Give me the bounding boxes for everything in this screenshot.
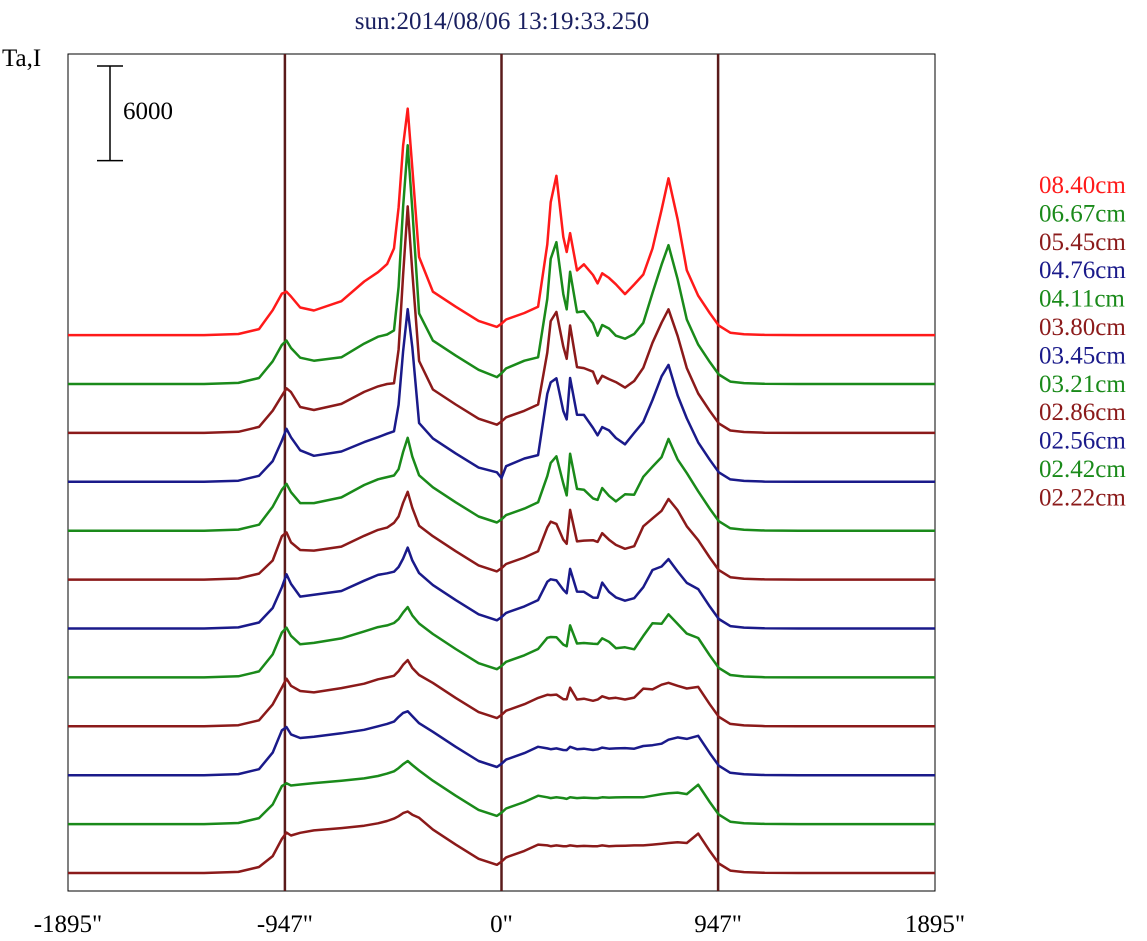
x-tick-label-3: 947" [694,911,742,938]
legend-entry-02.42cm: 02.42cm [1039,456,1126,483]
legend-entry-08.40cm: 08.40cm [1039,172,1126,199]
series-line-05.45cm [68,205,935,435]
chart-title: sun:2014/08/06 13:19:33.250 [355,8,649,35]
legend-entry-03.80cm: 03.80cm [1039,314,1126,341]
legend-entry-02.86cm: 02.86cm [1039,399,1126,426]
legend-entry-02.56cm: 02.56cm [1039,428,1126,455]
y-axis-label: Ta,I [2,45,41,72]
series-line-02.56cm [68,710,935,777]
x-tick-label-0: -1895" [34,911,103,938]
scale-bar: 6000 [97,65,173,162]
legend: 08.40cm06.67cm05.45cm04.76cm04.11cm03.80… [1039,172,1126,511]
series-lines [68,107,935,875]
legend-entry-05.45cm: 05.45cm [1039,229,1126,256]
series-line-06.67cm [68,143,935,386]
x-tick-label-1: -947" [257,911,313,938]
series-line-03.80cm [68,490,935,581]
legend-entry-06.67cm: 06.67cm [1039,200,1126,227]
series-line-04.76cm [68,307,935,484]
legend-entry-04.76cm: 04.76cm [1039,257,1126,284]
series-line-02.22cm [68,810,935,875]
series-line-08.40cm [68,107,935,337]
legend-entry-04.11cm: 04.11cm [1039,286,1125,313]
series-line-03.45cm [68,546,935,630]
series-line-04.11cm [68,436,935,532]
legend-entry-03.21cm: 03.21cm [1039,371,1126,398]
x-tick-label-4: 1895" [905,911,965,938]
x-tick-label-2: 0" [490,911,513,938]
series-line-02.42cm [68,759,935,826]
legend-entry-02.22cm: 02.22cm [1039,484,1126,511]
series-line-03.21cm [68,605,935,679]
x-tick-labels: -1895" -947" 0" 947" 1895" [34,911,965,938]
series-line-02.86cm [68,658,935,728]
scale-bar-label: 6000 [123,98,173,125]
legend-entry-03.45cm: 03.45cm [1039,342,1126,369]
